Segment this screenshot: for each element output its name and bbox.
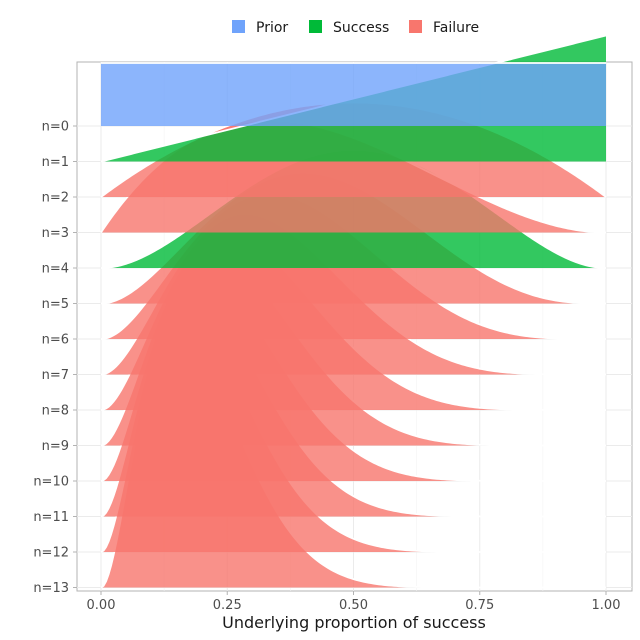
x-tick-label: 0.75 — [465, 598, 494, 613]
legend-label-failure: Failure — [433, 20, 479, 36]
x-axis-title: Underlying proportion of success — [222, 613, 486, 632]
legend-label-prior: Prior — [256, 20, 288, 36]
y-tick-label: n=3 — [42, 226, 69, 241]
y-tick-label: n=0 — [42, 120, 69, 135]
x-tick-label: 1.00 — [592, 598, 621, 613]
legend-key-failure — [409, 20, 422, 33]
y-tick-label: n=1 — [42, 155, 69, 170]
y-tick-label: n=11 — [33, 510, 69, 525]
y-tick-label: n=7 — [42, 368, 69, 383]
legend-key-success — [309, 20, 322, 33]
y-tick-label: n=9 — [42, 439, 69, 454]
y-axis-labels: n=0 n=1 n=2 n=3 n=4 n=5 n=6 n=7 n=8 n=9 n=10 n=11 n=… — [33, 120, 77, 596]
y-tick-label: n=4 — [42, 262, 69, 277]
y-tick-label: n=5 — [42, 297, 69, 312]
y-tick-label: n=2 — [42, 191, 69, 206]
y-tick-label: n=12 — [33, 546, 69, 561]
x-axis: 0.00 0.25 0.50 0.75 1.00 — [87, 591, 621, 613]
legend-label-success: Success — [333, 20, 389, 36]
ridge-area — [101, 63, 606, 126]
x-tick-label: 0.25 — [213, 598, 242, 613]
y-tick-label: n=6 — [42, 333, 69, 348]
y-tick-label: n=13 — [33, 581, 69, 596]
ridge-n-0 — [101, 62, 606, 126]
legend-key-prior — [232, 20, 245, 33]
x-tick-label: 0.50 — [339, 598, 368, 613]
ridges — [100, 34, 607, 589]
y-tick-label: n=8 — [42, 404, 69, 419]
x-tick-label: 0.00 — [87, 598, 116, 613]
legend: Prior Success Failure — [232, 20, 479, 36]
y-tick-label: n=10 — [33, 475, 69, 490]
